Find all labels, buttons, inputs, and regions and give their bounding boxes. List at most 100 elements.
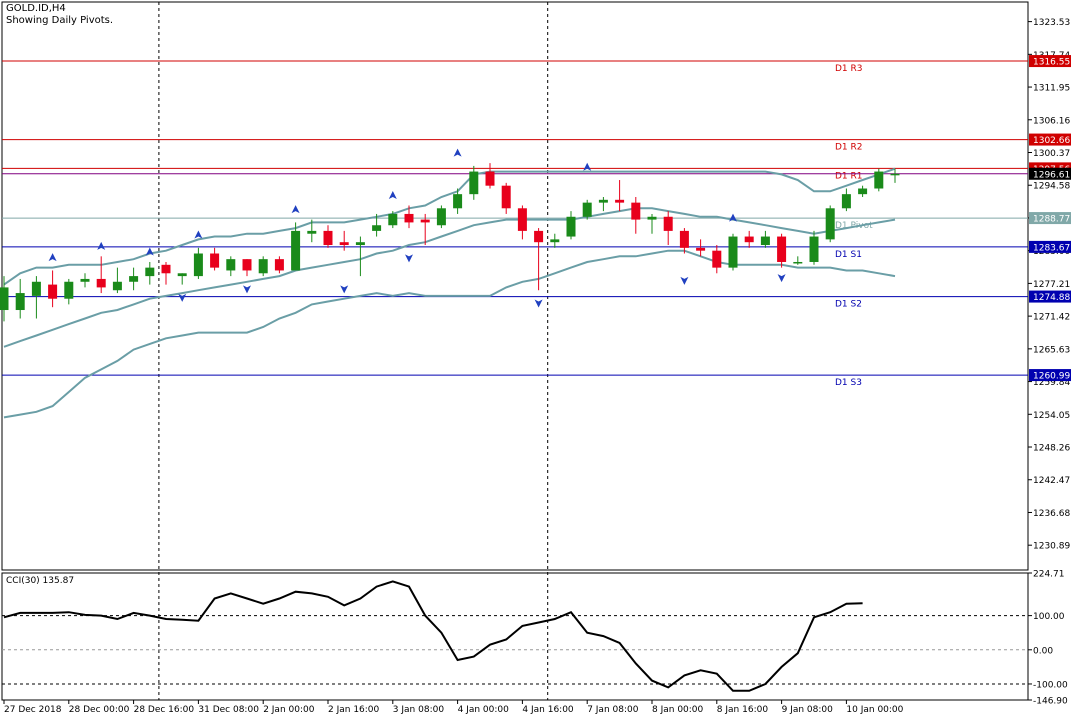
candle-body — [145, 267, 155, 277]
candle-body — [258, 259, 268, 274]
time-axis-label: 9 Jan 08:00 — [782, 705, 834, 715]
price-tags: 1316.551302.661297.561288.771283.671274.… — [1029, 55, 1071, 382]
fractal-down-arrow — [777, 274, 786, 283]
fractal-up-arrow — [145, 247, 154, 256]
candle-body — [274, 259, 284, 271]
candle-body — [598, 199, 608, 203]
price-axis[interactable]: 1323.531317.741311.951306.161300.371294.… — [1028, 18, 1070, 552]
candle-body — [177, 273, 187, 277]
candle-body — [647, 216, 657, 220]
candle-body — [841, 194, 851, 209]
candle-body — [388, 213, 398, 226]
candle-body — [760, 236, 770, 246]
candle-body — [890, 173, 900, 176]
fractal-up-arrow — [48, 253, 57, 262]
candle-body — [291, 230, 301, 271]
fractal-up-arrow — [453, 148, 462, 157]
pivot-price-tag: 1283.67 — [1033, 243, 1070, 253]
time-axis-label: 27 Dec 2018 — [4, 705, 62, 715]
fractal-down-arrow — [534, 299, 543, 308]
candle-body — [566, 216, 576, 237]
time-axis-label: 3 Jan 08:00 — [393, 705, 445, 715]
main-panel-border — [1, 1, 1029, 571]
candle-body — [744, 236, 754, 243]
price-axis-label: 1277.21 — [1033, 280, 1070, 290]
fractal-down-arrow — [405, 254, 413, 263]
price-axis-label: 1236.68 — [1033, 509, 1070, 519]
candle-body — [0, 287, 9, 311]
candle-body — [161, 264, 171, 274]
candle-body — [809, 236, 819, 262]
price-axis-label: 1271.42 — [1033, 313, 1070, 323]
candle-body — [210, 253, 220, 268]
price-axis-label: 1265.63 — [1033, 345, 1070, 355]
candle-body — [858, 188, 868, 195]
cci-axis-label: -146.90 — [1033, 697, 1068, 707]
time-axis[interactable]: 27 Dec 2018 28 Dec 00:00 28 Dec 16:00 31 De… — [3, 700, 904, 715]
candle-body — [31, 281, 41, 296]
candle-body — [679, 230, 689, 248]
pivot-line-label: D1 S1 — [835, 250, 862, 260]
bollinger-upper-line — [3, 167, 896, 286]
price-axis-label: 1300.37 — [1033, 149, 1070, 159]
bollinger-middle-line — [3, 207, 896, 348]
candle-body — [712, 250, 722, 268]
time-axis-label: 4 Jan 16:00 — [522, 705, 574, 715]
candle-body — [48, 284, 58, 299]
cci-axis-label: 100.00 — [1033, 612, 1065, 622]
cci-line — [3, 580, 863, 692]
pivot-price-tag-bg — [1029, 55, 1071, 68]
candle-body — [777, 236, 787, 262]
time-axis-label: 8 Jan 16:00 — [717, 705, 769, 715]
time-axis-label: 28 Dec 00:00 — [69, 705, 130, 715]
chart-frame — [1, 1, 1029, 701]
candle-body — [15, 293, 25, 311]
pivot-line-label: D1 R3 — [835, 64, 863, 74]
pivot-price-tag: 1288.77 — [1033, 215, 1070, 225]
fractal-down-arrow — [680, 276, 689, 285]
fractal-down-arrow — [340, 285, 349, 294]
candle-body — [453, 194, 463, 209]
candle-body — [64, 281, 74, 299]
pivot-line-label: D1 S3 — [835, 378, 862, 388]
pivot-line-label: D1 R2 — [835, 143, 863, 153]
fractal-up-arrow — [583, 162, 592, 171]
time-axis-label: 10 Jan 00:00 — [846, 705, 903, 715]
candle-body — [420, 219, 430, 223]
pivot-price-tag: 1274.88 — [1033, 293, 1070, 303]
fractal-up-arrow — [194, 230, 203, 239]
candle-body — [307, 230, 317, 234]
candlesticks — [0, 163, 900, 322]
pivot-line-label: D1 S2 — [835, 300, 862, 310]
candle-body — [193, 253, 203, 277]
candle-body — [323, 230, 333, 246]
candle-body — [485, 171, 495, 186]
pivot-line-label: D1 R1 — [835, 171, 863, 181]
chart-subtitle-label: Showing Daily Pivots. — [6, 15, 114, 26]
price-axis-label: 1242.47 — [1033, 476, 1070, 486]
pivot-price-tag-bg — [1029, 240, 1071, 253]
candle-body — [112, 281, 122, 291]
bollinger-bands — [3, 167, 896, 419]
current-price-tag: 1296.61 — [1033, 170, 1070, 180]
candle-body — [242, 259, 252, 271]
pivot-price-tag-bg — [1029, 290, 1071, 303]
candle-body — [80, 278, 90, 282]
price-axis-label: 1248.26 — [1033, 444, 1070, 454]
candle-body — [728, 236, 738, 268]
price-axis-label: 1306.16 — [1033, 116, 1070, 126]
candle-body — [404, 213, 414, 223]
candle-body — [501, 185, 511, 209]
candle-body — [534, 230, 544, 243]
candle-body — [793, 261, 803, 264]
fractal-up-arrow — [729, 213, 737, 222]
price-axis-label: 1254.05 — [1033, 411, 1070, 421]
cci-axis-label: 224.71 — [1033, 570, 1065, 580]
period-separators — [158, 2, 549, 700]
bollinger-lower-line — [3, 249, 896, 419]
candle-body — [663, 216, 673, 231]
candle-body — [825, 208, 835, 240]
pivot-price-tag: 1316.55 — [1033, 58, 1070, 68]
